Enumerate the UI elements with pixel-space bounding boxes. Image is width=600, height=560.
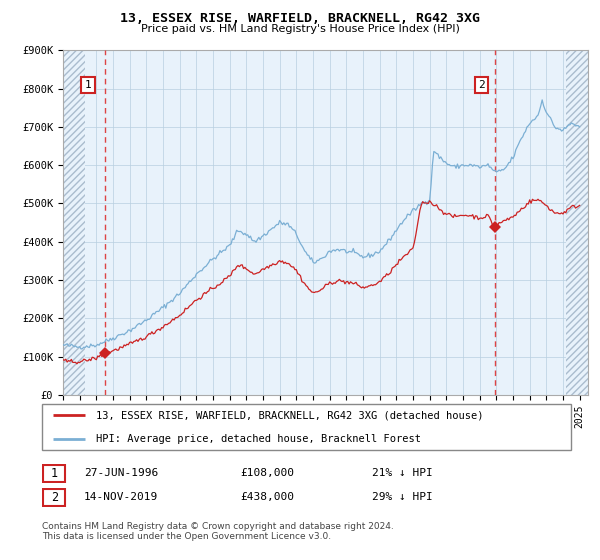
Bar xyxy=(566,50,588,395)
Text: £108,000: £108,000 xyxy=(240,468,294,478)
Text: 2: 2 xyxy=(51,491,58,504)
FancyBboxPatch shape xyxy=(43,489,65,506)
Text: 27-JUN-1996: 27-JUN-1996 xyxy=(84,468,158,478)
Text: Price paid vs. HM Land Registry's House Price Index (HPI): Price paid vs. HM Land Registry's House … xyxy=(140,24,460,34)
Text: 21% ↓ HPI: 21% ↓ HPI xyxy=(372,468,433,478)
Text: 13, ESSEX RISE, WARFIELD, BRACKNELL, RG42 3XG (detached house): 13, ESSEX RISE, WARFIELD, BRACKNELL, RG4… xyxy=(96,410,484,420)
Text: 29% ↓ HPI: 29% ↓ HPI xyxy=(372,492,433,502)
Text: 13, ESSEX RISE, WARFIELD, BRACKNELL, RG42 3XG: 13, ESSEX RISE, WARFIELD, BRACKNELL, RG4… xyxy=(120,12,480,25)
Text: 1: 1 xyxy=(85,80,91,90)
Bar xyxy=(63,50,85,395)
Text: 14-NOV-2019: 14-NOV-2019 xyxy=(84,492,158,502)
Text: £438,000: £438,000 xyxy=(240,492,294,502)
FancyBboxPatch shape xyxy=(42,404,571,450)
Text: HPI: Average price, detached house, Bracknell Forest: HPI: Average price, detached house, Brac… xyxy=(96,434,421,444)
Text: 2: 2 xyxy=(478,80,485,90)
FancyBboxPatch shape xyxy=(43,465,65,482)
Text: 1: 1 xyxy=(51,467,58,480)
Text: Contains HM Land Registry data © Crown copyright and database right 2024.
This d: Contains HM Land Registry data © Crown c… xyxy=(42,522,394,542)
